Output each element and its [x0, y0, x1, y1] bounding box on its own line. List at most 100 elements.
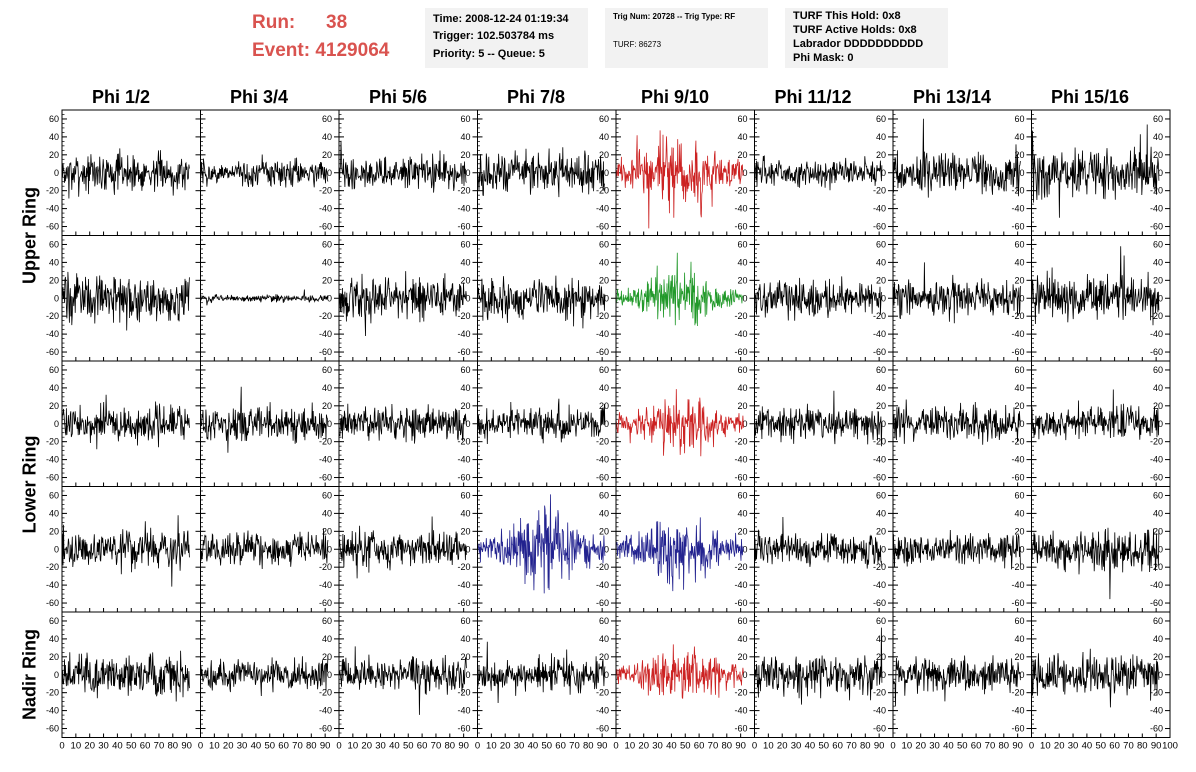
y-tick-label: -40 [457, 329, 470, 339]
y-tick-label: 20 [876, 526, 886, 536]
panel-r4-c2: -60 -40 -20 0 20 40 60 [338, 611, 478, 738]
y-tick-label: 40 [1153, 383, 1163, 393]
y-tick-label: -20 [457, 186, 470, 196]
waveform-trace [61, 650, 190, 702]
y-tick-label: 0 [742, 419, 747, 429]
y-tick-label: -20 [1150, 311, 1163, 321]
waveform-trace [892, 399, 1021, 445]
y-tick-label: -40 [1150, 204, 1163, 214]
y-tick-label: 40 [460, 257, 470, 267]
run-value-text: 38 [326, 12, 348, 33]
panel-r3-c0: -60 -40 -20 0 20 40 60 [46, 486, 201, 613]
x-tick-label: 70 [292, 741, 303, 752]
x-tick-label: 20 [1054, 741, 1065, 752]
y-tick-label: -60 [46, 473, 59, 483]
x-tick-label: 70 [708, 741, 719, 752]
y-tick-label: -20 [457, 562, 470, 572]
y-tick-label: -60 [873, 724, 886, 734]
y-tick-label: 60 [1014, 490, 1024, 500]
waveform-trace [1031, 648, 1160, 708]
y-tick-label: -40 [734, 329, 747, 339]
y-tick-label: 20 [322, 150, 332, 160]
y-tick-label: 60 [876, 239, 886, 249]
y-tick-label: -60 [1150, 473, 1163, 483]
y-tick-label: 40 [460, 508, 470, 518]
y-tick-label: 60 [1014, 365, 1024, 375]
x-tick-label: 50 [680, 741, 691, 752]
y-tick-label: -40 [596, 204, 609, 214]
y-tick-label: 40 [322, 257, 332, 267]
y-tick-label: -40 [873, 580, 886, 590]
waveform-trace [200, 528, 329, 570]
y-tick-label: -20 [319, 688, 332, 698]
waveform-trace [61, 515, 190, 587]
y-tick-label: -40 [873, 204, 886, 214]
waveform-trace [892, 529, 1021, 570]
x-tick-label: 0 [59, 741, 64, 752]
y-tick-label: 60 [599, 616, 609, 626]
y-tick-label: -40 [46, 580, 59, 590]
y-tick-label: -20 [734, 186, 747, 196]
x-tick-label: 70 [1123, 741, 1134, 752]
y-tick-label: 20 [599, 150, 609, 160]
y-tick-label: 40 [1014, 257, 1024, 267]
y-tick-label: 20 [1153, 401, 1163, 411]
waveform-trace [477, 147, 605, 198]
y-tick-label: -40 [457, 580, 470, 590]
y-tick-label: 0 [1158, 670, 1163, 680]
x-tick-label: 0 [475, 741, 480, 752]
panel-r0-c4: -60 -40 -20 0 20 40 60 [615, 109, 755, 236]
y-tick-label: 60 [1014, 114, 1024, 124]
y-tick-label: -40 [734, 706, 747, 716]
x-tick-label: 20 [223, 741, 234, 752]
y-tick-label: -60 [734, 598, 747, 608]
y-tick-label: -60 [1011, 724, 1024, 734]
x-tick-label: 10 [1040, 741, 1051, 752]
panel-r4-c0: -60 -40 -20 0 20 40 60 [46, 611, 201, 738]
y-tick-label: -20 [596, 311, 609, 321]
y-tick-label: 0 [54, 670, 59, 680]
x-tick-label: 70 [431, 741, 442, 752]
y-tick-label: -60 [46, 724, 59, 734]
x-tick-label: 10 [348, 741, 359, 752]
y-tick-label: 20 [322, 526, 332, 536]
y-tick-label: 40 [876, 508, 886, 518]
y-tick-label: -60 [873, 222, 886, 232]
y-tick-label: 0 [881, 419, 886, 429]
y-tick-label: 0 [881, 293, 886, 303]
panel-r1-c3: -60 -40 -20 0 20 40 60 [477, 235, 617, 362]
event-label-text: Event: [252, 40, 311, 61]
y-tick-label: 40 [599, 508, 609, 518]
y-tick-label: 20 [876, 150, 886, 160]
y-tick-label: 0 [465, 670, 470, 680]
run-value: 38 [326, 12, 347, 34]
waveform-trace [338, 403, 467, 444]
waveform-trace [200, 289, 329, 306]
y-tick-label: -60 [319, 347, 332, 357]
col-label-phi-9-10: Phi 9/10 [640, 87, 710, 107]
y-tick-label: -20 [46, 186, 59, 196]
y-tick-label: 40 [876, 383, 886, 393]
y-tick-label: 60 [322, 490, 332, 500]
y-tick-label: -60 [1150, 598, 1163, 608]
y-tick-label: 20 [599, 652, 609, 662]
y-tick-label: -60 [734, 473, 747, 483]
x-tick-label: 10 [71, 741, 82, 752]
y-tick-label: 0 [742, 544, 747, 554]
y-tick-label: -40 [734, 580, 747, 590]
col-label-phi-15-16: Phi 15/16 [1050, 87, 1130, 107]
y-tick-label: -40 [1150, 580, 1163, 590]
x-tick-label: 40 [112, 741, 123, 752]
y-tick-label: -20 [734, 437, 747, 447]
y-tick-label: -20 [873, 562, 886, 572]
y-tick-label: -60 [457, 473, 470, 483]
y-tick-label: -60 [734, 347, 747, 357]
y-tick-label: 60 [876, 114, 886, 124]
y-tick-label: -40 [873, 329, 886, 339]
waveform-trace [477, 641, 606, 704]
x-tick-label: 20 [361, 741, 372, 752]
y-tick-label: -20 [873, 186, 886, 196]
y-tick-label: -60 [319, 598, 332, 608]
y-tick-label: 0 [327, 168, 332, 178]
